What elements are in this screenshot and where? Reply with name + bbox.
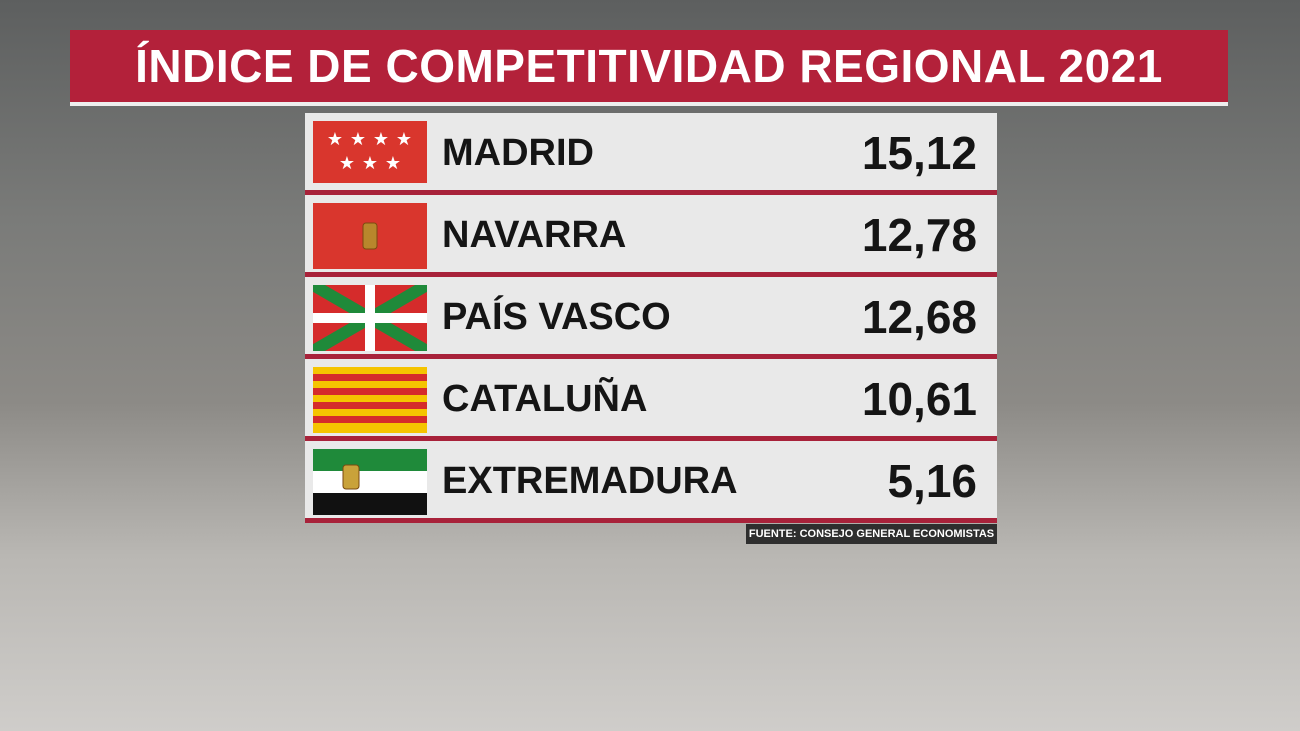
region: EXTREMADURA xyxy=(442,460,738,502)
region: MADRID xyxy=(442,132,594,174)
score: 12,78 xyxy=(861,209,977,261)
title: ÍNDICE DE COMPETITIVIDAD REGIONAL 2021 xyxy=(70,30,1228,106)
svg-text:★: ★ xyxy=(385,153,401,173)
row: ★ ★ ★ ★ ★ ★ ★ MADRID 15,12 xyxy=(305,113,997,195)
flag xyxy=(313,449,427,515)
svg-text:★: ★ xyxy=(327,129,343,149)
region: PAÍS VASCO xyxy=(442,296,671,338)
svg-text:★: ★ xyxy=(362,153,378,173)
row: EXTREMADURA 5,16 xyxy=(305,441,997,523)
svg-text:★: ★ xyxy=(396,129,412,149)
score: 5,16 xyxy=(887,455,977,507)
score: 10,61 xyxy=(861,373,977,425)
score: 15,12 xyxy=(861,127,977,179)
row: NAVARRA 12,78 xyxy=(305,195,997,277)
flag xyxy=(313,285,427,351)
flag xyxy=(313,367,427,433)
source: FUENTE: CONSEJO GENERAL ECONOMISTAS xyxy=(746,524,997,544)
row: CATALUÑA 10,61 xyxy=(305,359,997,441)
flag: ★ ★ ★ ★ ★ ★ ★ xyxy=(313,121,427,183)
flag xyxy=(313,203,427,269)
svg-text:★: ★ xyxy=(339,153,355,173)
score: 12,68 xyxy=(861,291,977,343)
row: PAÍS VASCO 12,68 xyxy=(305,277,997,359)
svg-text:★: ★ xyxy=(373,129,389,149)
region: NAVARRA xyxy=(442,214,627,256)
svg-text:★: ★ xyxy=(350,129,366,149)
region: CATALUÑA xyxy=(442,378,648,420)
